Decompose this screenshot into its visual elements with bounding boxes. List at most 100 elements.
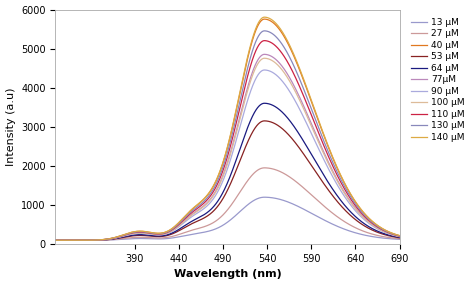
90 μM <box>406 237 411 240</box>
13 μM <box>203 230 209 233</box>
90 μM <box>93 238 99 242</box>
27 μM <box>361 229 366 233</box>
Line: 130 μM: 130 μM <box>55 31 409 240</box>
Line: 64 μM: 64 μM <box>55 103 409 240</box>
13 μM <box>53 239 58 242</box>
27 μM <box>188 229 194 232</box>
64 μM <box>53 239 58 242</box>
100 μM <box>93 238 99 242</box>
40 μM <box>114 235 119 239</box>
130 μM <box>114 235 119 239</box>
53 μM <box>361 224 366 227</box>
100 μM <box>114 236 119 239</box>
130 μM <box>399 235 404 238</box>
27 μM <box>399 237 404 241</box>
100 μM <box>203 203 209 206</box>
53 μM <box>93 239 99 242</box>
27 μM <box>406 238 411 241</box>
X-axis label: Wavelength (nm): Wavelength (nm) <box>173 269 282 280</box>
Line: 110 μM: 110 μM <box>55 41 409 240</box>
53 μM <box>203 215 209 219</box>
90 μM <box>203 205 209 209</box>
Line: 140 μM: 140 μM <box>55 17 409 240</box>
40 μM <box>262 17 267 21</box>
40 μM <box>188 209 194 212</box>
53 μM <box>114 237 119 240</box>
53 μM <box>262 119 267 123</box>
27 μM <box>93 239 99 242</box>
53 μM <box>406 237 411 241</box>
90 μM <box>114 236 119 239</box>
64 μM <box>262 101 267 105</box>
13 μM <box>93 239 99 242</box>
53 μM <box>399 236 404 240</box>
77μM <box>262 53 267 56</box>
40 μM <box>361 211 366 214</box>
Line: 40 μM: 40 μM <box>55 19 409 240</box>
140 μM <box>188 209 194 212</box>
40 μM <box>53 239 58 242</box>
40 μM <box>406 236 411 239</box>
53 μM <box>188 223 194 226</box>
27 μM <box>114 237 119 241</box>
13 μM <box>262 196 267 199</box>
110 μM <box>262 39 267 42</box>
140 μM <box>93 238 99 242</box>
77μM <box>188 213 194 217</box>
77μM <box>53 239 58 242</box>
53 μM <box>53 239 58 242</box>
13 μM <box>188 233 194 236</box>
110 μM <box>188 212 194 215</box>
100 μM <box>188 214 194 217</box>
130 μM <box>406 236 411 239</box>
100 μM <box>406 236 411 240</box>
130 μM <box>188 210 194 214</box>
140 μM <box>361 211 366 214</box>
77μM <box>93 238 99 242</box>
77μM <box>361 215 366 219</box>
Line: 53 μM: 53 μM <box>55 121 409 240</box>
110 μM <box>361 214 366 217</box>
110 μM <box>399 235 404 238</box>
64 μM <box>406 237 411 240</box>
140 μM <box>114 235 119 239</box>
110 μM <box>93 238 99 242</box>
40 μM <box>399 235 404 238</box>
64 μM <box>114 237 119 240</box>
110 μM <box>203 199 209 203</box>
130 μM <box>361 212 366 216</box>
110 μM <box>53 239 58 242</box>
140 μM <box>53 239 58 242</box>
Line: 90 μM: 90 μM <box>55 70 409 240</box>
90 μM <box>262 68 267 72</box>
90 μM <box>53 239 58 242</box>
40 μM <box>203 195 209 199</box>
64 μM <box>399 236 404 239</box>
77μM <box>399 235 404 239</box>
130 μM <box>203 198 209 201</box>
100 μM <box>262 56 267 60</box>
13 μM <box>399 238 404 241</box>
Line: 77μM: 77μM <box>55 54 409 240</box>
64 μM <box>361 221 366 225</box>
77μM <box>203 202 209 205</box>
110 μM <box>114 236 119 239</box>
Y-axis label: Intensity (a.u): Intensity (a.u) <box>6 87 16 166</box>
64 μM <box>188 220 194 223</box>
100 μM <box>361 216 366 219</box>
64 μM <box>93 239 99 242</box>
110 μM <box>406 236 411 239</box>
Line: 100 μM: 100 μM <box>55 58 409 240</box>
77μM <box>114 236 119 239</box>
130 μM <box>262 29 267 32</box>
13 μM <box>114 238 119 241</box>
140 μM <box>406 236 411 239</box>
27 μM <box>262 166 267 170</box>
77μM <box>406 236 411 240</box>
130 μM <box>53 239 58 242</box>
130 μM <box>93 238 99 242</box>
140 μM <box>203 195 209 198</box>
64 μM <box>203 212 209 215</box>
13 μM <box>406 238 411 241</box>
140 μM <box>399 234 404 238</box>
